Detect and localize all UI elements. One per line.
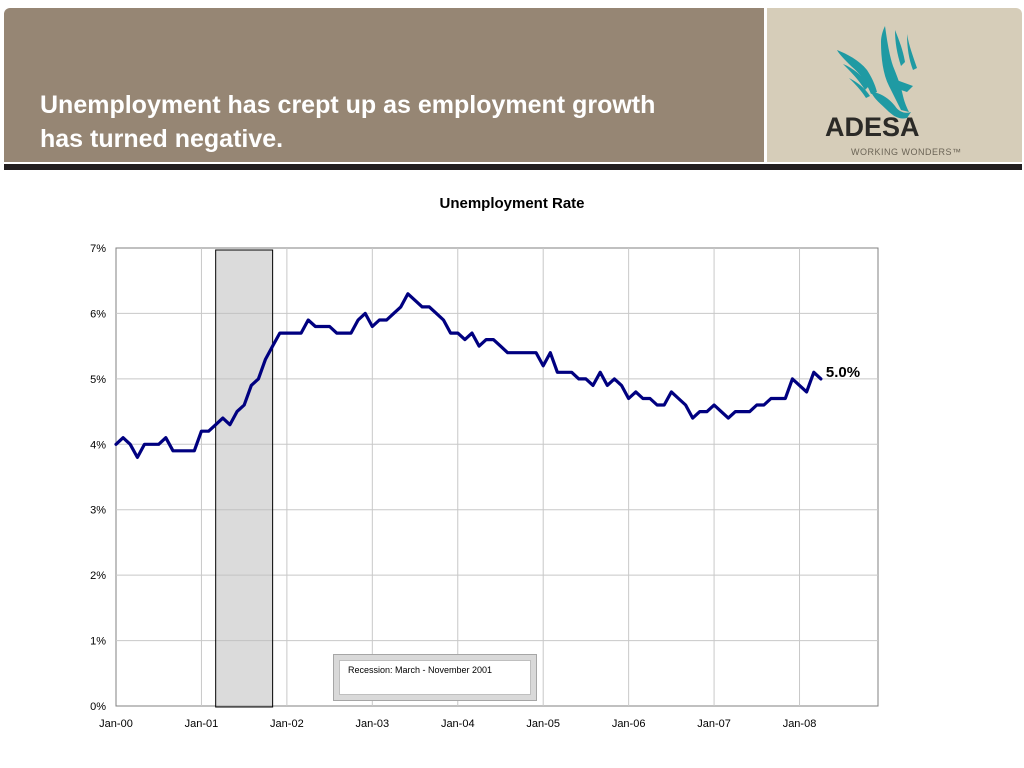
x-tick-label: Jan-00: [99, 718, 133, 730]
y-tick-label: 1%: [90, 636, 106, 648]
eagle-logo-icon: [837, 26, 917, 119]
y-tick-label: 5%: [90, 374, 106, 386]
recession-legend-inner: Recession: March - November 2001: [339, 660, 531, 695]
slide-header: Unemployment has crept up as employment …: [4, 8, 764, 162]
end-value-label: 5.0%: [826, 364, 860, 381]
x-tick-label: Jan-08: [783, 718, 817, 730]
line-layer: [114, 292, 823, 459]
y-tick-label: 7%: [90, 243, 106, 255]
x-axis-ticks: Jan-00 Jan-01 Jan-02 Jan-03 Jan-04 Jan-05 Jan-…: [99, 718, 816, 730]
recession-layer: [215, 249, 274, 708]
x-tick-label: Jan-02: [270, 718, 304, 730]
y-tick-label: 2%: [90, 570, 106, 582]
y-tick-label: 4%: [90, 439, 106, 451]
y-tick-label: 0%: [90, 701, 106, 713]
logo-panel: ADESA WORKING WONDERS™: [767, 8, 1022, 162]
logo-tagline: WORKING WONDERS™: [851, 147, 962, 157]
chart-title: Unemployment Rate: [439, 195, 585, 212]
header-rule: [4, 164, 1022, 170]
x-tick-label: Jan-05: [526, 718, 560, 730]
logo-wordmark: ADESA: [825, 112, 920, 142]
y-axis-ticks: 0% 1% 2% 3% 4% 5% 6% 7%: [90, 243, 106, 713]
x-tick-label: Jan-04: [441, 718, 475, 730]
slide-title: Unemployment has crept up as employment …: [40, 91, 656, 153]
x-tick-label: Jan-06: [612, 718, 646, 730]
y-tick-label: 6%: [90, 308, 106, 320]
x-tick-label: Jan-03: [355, 718, 389, 730]
recession-legend-label: Recession: March - November 2001: [348, 665, 493, 675]
x-tick-label: Jan-01: [185, 718, 219, 730]
header-divider: [764, 4, 766, 164]
x-tick-label: Jan-07: [697, 718, 731, 730]
y-tick-label: 3%: [90, 505, 106, 517]
recession-legend: Recession: March - November 2001: [333, 654, 537, 701]
recession-band: [215, 249, 274, 708]
series-line: [114, 292, 823, 459]
